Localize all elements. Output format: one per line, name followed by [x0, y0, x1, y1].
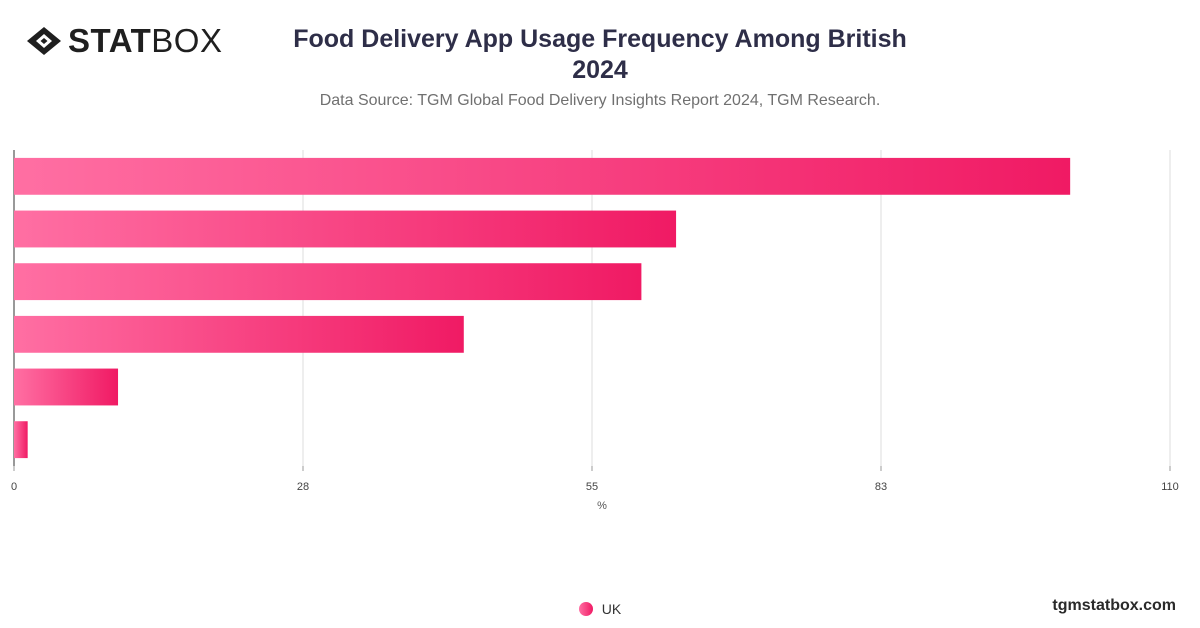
chart-title: Food Delivery App Usage Frequency Among … — [0, 24, 1200, 86]
legend-label: UK — [601, 601, 622, 617]
legend-marker — [578, 602, 593, 616]
x-tick-label: 55 — [586, 481, 598, 493]
chart-subtitle: Data Source: TGM Global Food Delivery In… — [319, 92, 881, 109]
statbox-logo: STATBOX — [26, 24, 222, 57]
bar — [14, 157, 1071, 195]
statbox-diamond-icon — [27, 26, 61, 55]
logo-bold-text: STAT — [68, 22, 152, 59]
x-tick-label: 110 — [1161, 481, 1179, 493]
bar — [14, 368, 119, 406]
logo-wordmark: STATBOX — [68, 24, 222, 57]
bar — [14, 210, 677, 248]
x-tick-label: 0 — [11, 481, 17, 493]
x-tick-label: 28 — [297, 481, 309, 493]
bar — [14, 263, 642, 301]
bar — [14, 315, 464, 353]
bar — [14, 421, 28, 459]
chart-title-line-2: 2024 — [572, 56, 628, 84]
logo-light-text: BOX — [151, 22, 223, 59]
x-tick-label: 83 — [875, 481, 887, 493]
legend[interactable]: UK — [0, 601, 1200, 617]
watermark[interactable]: tgmstatbox.com — [1052, 597, 1176, 614]
x-axis-label: % — [597, 500, 607, 512]
chart-title-line-1: Food Delivery App Usage Frequency Among … — [293, 25, 907, 53]
